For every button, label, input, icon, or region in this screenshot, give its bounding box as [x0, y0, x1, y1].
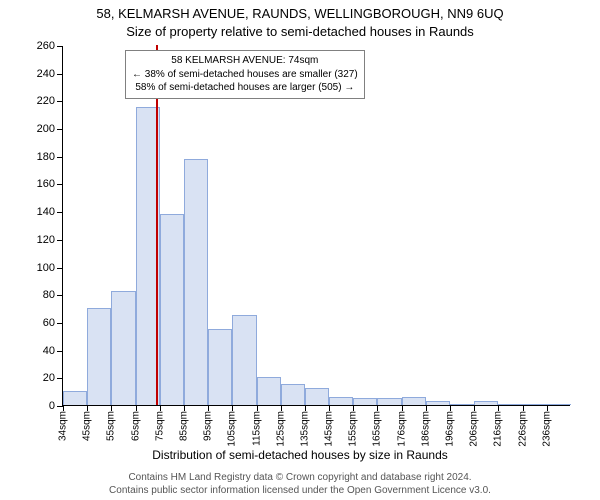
histogram-bar	[160, 214, 184, 405]
histogram-bar	[63, 391, 87, 405]
chart-title-1: 58, KELMARSH AVENUE, RAUNDS, WELLINGBORO…	[0, 6, 600, 21]
x-axis-label: Distribution of semi-detached houses by …	[0, 448, 600, 462]
x-tick-label: 55sqm	[106, 411, 117, 441]
x-tick-label: 85sqm	[178, 411, 189, 441]
y-tick-label: 20	[43, 372, 55, 384]
histogram-bar	[402, 397, 426, 405]
y-tick	[57, 378, 63, 379]
x-tick-label: 125sqm	[275, 411, 286, 447]
y-tick-label: 160	[37, 178, 55, 190]
y-tick	[57, 295, 63, 296]
y-tick-label: 120	[37, 234, 55, 246]
histogram-bar	[208, 329, 232, 405]
histogram-bar	[305, 388, 329, 405]
x-tick-label: 135sqm	[299, 411, 310, 447]
x-tick-label: 176sqm	[396, 411, 407, 447]
y-tick-label: 200	[37, 123, 55, 135]
footer-line-1: Contains HM Land Registry data © Crown c…	[0, 471, 600, 484]
y-tick-label: 60	[43, 317, 55, 329]
y-tick-label: 100	[37, 262, 55, 274]
histogram-bar	[450, 404, 474, 405]
x-tick-label: 236sqm	[541, 411, 552, 447]
y-tick	[57, 157, 63, 158]
x-tick-label: 95sqm	[203, 411, 214, 441]
footer-line-2: Contains public sector information licen…	[0, 484, 600, 497]
y-tick	[57, 212, 63, 213]
annotation-line-2: ← 38% of semi-detached houses are smalle…	[132, 68, 358, 82]
annotation-box: 58 KELMARSH AVENUE: 74sqm← 38% of semi-d…	[125, 50, 365, 99]
x-tick-label: 186sqm	[420, 411, 431, 447]
y-tick-label: 40	[43, 345, 55, 357]
y-tick	[57, 268, 63, 269]
x-tick-label: 206sqm	[469, 411, 480, 447]
histogram-bar	[232, 315, 256, 405]
y-tick-label: 260	[37, 40, 55, 52]
y-tick	[57, 74, 63, 75]
histogram-bar	[111, 291, 135, 405]
histogram-bar	[87, 308, 111, 405]
histogram-bar	[257, 377, 281, 405]
y-tick-label: 240	[37, 68, 55, 80]
x-tick-label: 115sqm	[251, 411, 262, 446]
y-tick	[57, 129, 63, 130]
y-tick	[57, 184, 63, 185]
x-tick-label: 196sqm	[445, 411, 456, 447]
x-tick-label: 75sqm	[154, 411, 165, 441]
histogram-bar	[184, 159, 208, 405]
y-tick	[57, 323, 63, 324]
y-tick	[57, 240, 63, 241]
x-tick-label: 105sqm	[227, 411, 238, 447]
x-tick-label: 216sqm	[493, 411, 504, 447]
x-tick-label: 226sqm	[517, 411, 528, 447]
x-tick-label: 65sqm	[130, 411, 141, 441]
annotation-line-1: 58 KELMARSH AVENUE: 74sqm	[132, 54, 358, 68]
histogram-bar	[377, 398, 401, 405]
chart-title-2: Size of property relative to semi-detach…	[0, 24, 600, 39]
x-tick-label: 165sqm	[372, 411, 383, 447]
y-tick-label: 80	[43, 289, 55, 301]
y-tick	[57, 351, 63, 352]
marker-line	[156, 45, 158, 405]
histogram-bar	[426, 401, 450, 405]
x-tick-label: 145sqm	[324, 411, 335, 447]
y-tick-label: 180	[37, 151, 55, 163]
x-tick-label: 45sqm	[82, 411, 93, 441]
y-tick-label: 140	[37, 206, 55, 218]
y-tick-label: 220	[37, 95, 55, 107]
footer-attribution: Contains HM Land Registry data © Crown c…	[0, 471, 600, 497]
y-tick	[57, 46, 63, 47]
annotation-line-3: 58% of semi-detached houses are larger (…	[132, 81, 358, 95]
y-tick	[57, 101, 63, 102]
histogram-bar	[329, 397, 353, 405]
histogram-bar	[547, 404, 571, 405]
x-tick-label: 155sqm	[348, 411, 359, 447]
chart-container: 58, KELMARSH AVENUE, RAUNDS, WELLINGBORO…	[0, 0, 600, 500]
y-tick-label: 0	[49, 400, 55, 412]
plot-area: 02040608010012014016018020022024026034sq…	[62, 46, 570, 406]
x-tick-label: 34sqm	[58, 411, 69, 441]
histogram-bar	[498, 404, 522, 405]
histogram-bar	[281, 384, 305, 405]
histogram-bar	[353, 398, 377, 405]
histogram-bar	[474, 401, 498, 405]
histogram-bar	[523, 404, 547, 405]
